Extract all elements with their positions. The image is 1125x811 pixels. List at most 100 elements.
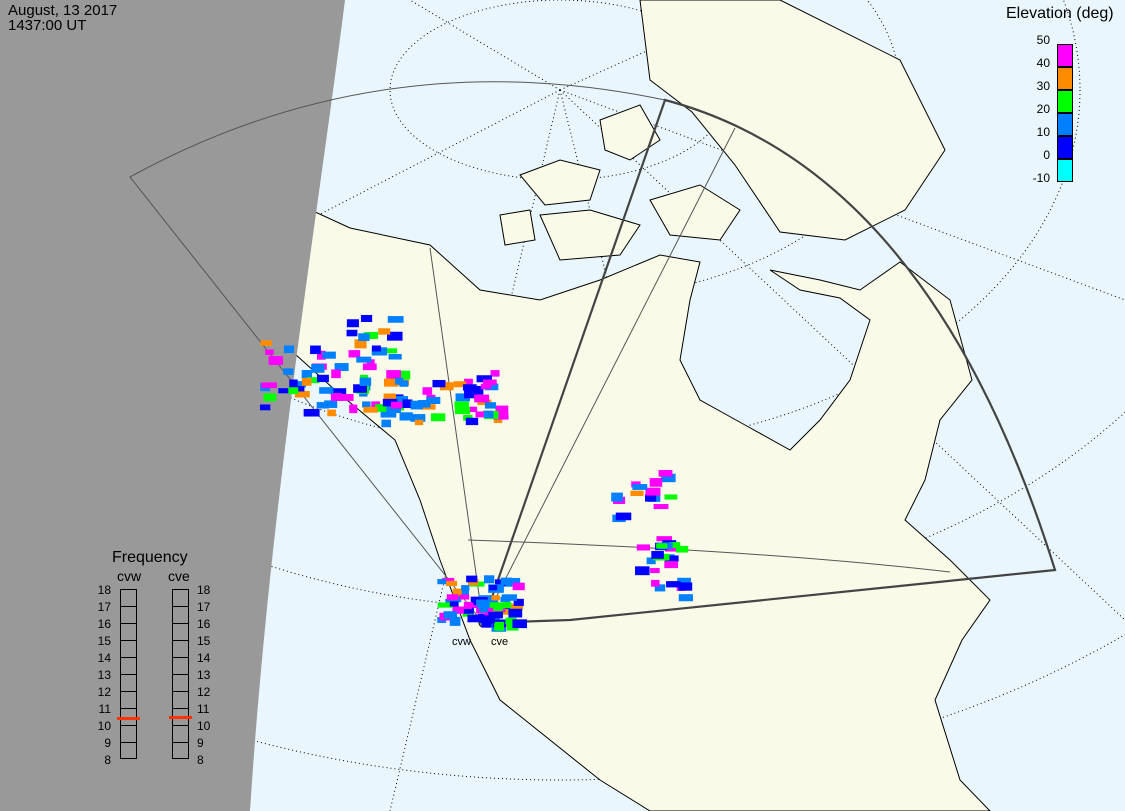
cve-label: cve bbox=[168, 568, 190, 584]
frequency-tick: 12 bbox=[197, 685, 211, 699]
scale-gridline bbox=[121, 691, 136, 692]
backscatter-cell bbox=[467, 614, 481, 623]
backscatter-cell bbox=[486, 595, 500, 601]
cvw-range-gate-line bbox=[429, 247, 484, 624]
backscatter-cell bbox=[349, 404, 358, 414]
cvw-frequency-scale bbox=[120, 589, 137, 759]
backscatter-cell bbox=[316, 350, 326, 360]
arctic-island bbox=[499, 209, 536, 246]
backscatter-cell bbox=[386, 331, 403, 341]
elevation-swatch bbox=[1057, 136, 1073, 159]
backscatter-cell bbox=[395, 377, 404, 385]
backscatter-cell bbox=[463, 378, 473, 387]
cvw-frequency-marker bbox=[117, 717, 140, 721]
greenland bbox=[639, 0, 946, 241]
backscatter-cell bbox=[356, 356, 372, 363]
frequency-tick: 17 bbox=[197, 600, 211, 614]
backscatter-cell bbox=[493, 417, 503, 424]
backscatter-cell bbox=[664, 561, 679, 569]
backscatter-cell bbox=[678, 582, 693, 591]
backscatter-cell bbox=[484, 383, 499, 391]
longitude-line bbox=[559, 0, 761, 91]
scale-gridline bbox=[121, 708, 136, 709]
backscatter-cell bbox=[422, 387, 433, 395]
backscatter-cell bbox=[410, 400, 423, 410]
scale-gridline bbox=[121, 725, 136, 726]
backscatter-cell bbox=[677, 577, 691, 586]
backscatter-cell bbox=[330, 393, 342, 402]
elevation-swatch bbox=[1057, 90, 1073, 113]
backscatter-cell bbox=[445, 580, 458, 587]
backscatter-cell bbox=[460, 589, 469, 596]
backscatter-cell bbox=[653, 504, 669, 510]
backscatter-cell bbox=[484, 402, 497, 409]
backscatter-cell bbox=[375, 404, 391, 412]
frequency-tick: 17 bbox=[97, 600, 111, 614]
backscatter-cell bbox=[500, 577, 513, 585]
backscatter-cell bbox=[454, 406, 471, 415]
cve-frequency-marker bbox=[169, 716, 192, 720]
backscatter-cell bbox=[426, 396, 441, 404]
backscatter-cell bbox=[414, 419, 424, 426]
cve-field-of-view bbox=[481, 98, 1057, 625]
backscatter-cell bbox=[644, 494, 657, 502]
scale-gridline bbox=[121, 657, 136, 658]
backscatter-cell bbox=[675, 545, 689, 553]
backscatter-cell bbox=[362, 401, 371, 408]
backscatter-cell bbox=[330, 388, 347, 395]
backscatter-cell bbox=[268, 356, 284, 366]
backscatter-cell bbox=[371, 345, 381, 352]
backscatter-cell bbox=[494, 621, 505, 631]
backscatter-cell bbox=[381, 419, 392, 428]
backscatter-cell bbox=[481, 622, 492, 628]
backscatter-cell bbox=[464, 389, 477, 399]
backscatter-cell bbox=[666, 581, 681, 588]
backscatter-cell bbox=[513, 598, 524, 606]
backscatter-cell bbox=[378, 328, 391, 335]
backscatter-cell bbox=[660, 473, 676, 483]
frequency-tick: 15 bbox=[197, 634, 211, 648]
backscatter-cell bbox=[260, 340, 272, 346]
scale-gridline bbox=[173, 640, 188, 641]
backscatter-cell bbox=[650, 568, 660, 574]
backscatter-cell bbox=[382, 398, 398, 407]
backscatter-cell bbox=[465, 417, 479, 426]
elevation-tick: -10 bbox=[1032, 171, 1050, 185]
backscatter-cell bbox=[334, 363, 349, 372]
backscatter-cell bbox=[664, 555, 679, 562]
frequency-tick: 18 bbox=[97, 583, 111, 597]
cvw-label: cvw bbox=[117, 568, 142, 584]
backscatter-cell bbox=[383, 378, 399, 387]
backscatter-cell bbox=[646, 557, 656, 565]
backscatter-cell bbox=[449, 601, 459, 607]
backscatter-cell bbox=[510, 577, 521, 584]
backscatter-cell bbox=[483, 575, 495, 584]
backscatter-cell bbox=[362, 363, 377, 371]
backscatter-cell bbox=[432, 379, 446, 388]
arctic-island bbox=[599, 104, 661, 161]
frequency-title: Frequency bbox=[112, 549, 188, 566]
night-region bbox=[0, 0, 345, 811]
backscatter-cell bbox=[463, 601, 472, 610]
backscatter-cell bbox=[479, 615, 495, 624]
backscatter-cell bbox=[311, 364, 325, 373]
frequency-tick: 10 bbox=[197, 719, 211, 733]
range-arc bbox=[467, 539, 951, 573]
backscatter-cell bbox=[510, 603, 524, 610]
cve-range-gate-line bbox=[482, 127, 736, 624]
scale-gridline bbox=[121, 742, 136, 743]
backscatter-cell bbox=[488, 602, 504, 612]
backscatter-cell bbox=[651, 551, 664, 559]
backscatter-cell bbox=[464, 406, 478, 413]
backscatter-cell bbox=[479, 605, 488, 613]
backscatter-cell bbox=[459, 594, 470, 600]
date-label: August, 13 2017 bbox=[8, 2, 118, 19]
scale-gridline bbox=[121, 623, 136, 624]
backscatter-cell bbox=[310, 345, 321, 355]
backscatter-cell bbox=[651, 579, 660, 587]
elevation-swatch bbox=[1057, 44, 1073, 67]
frequency-tick: 8 bbox=[197, 753, 204, 767]
backscatter-cell bbox=[668, 542, 681, 548]
frequency-tick: 9 bbox=[104, 736, 111, 750]
